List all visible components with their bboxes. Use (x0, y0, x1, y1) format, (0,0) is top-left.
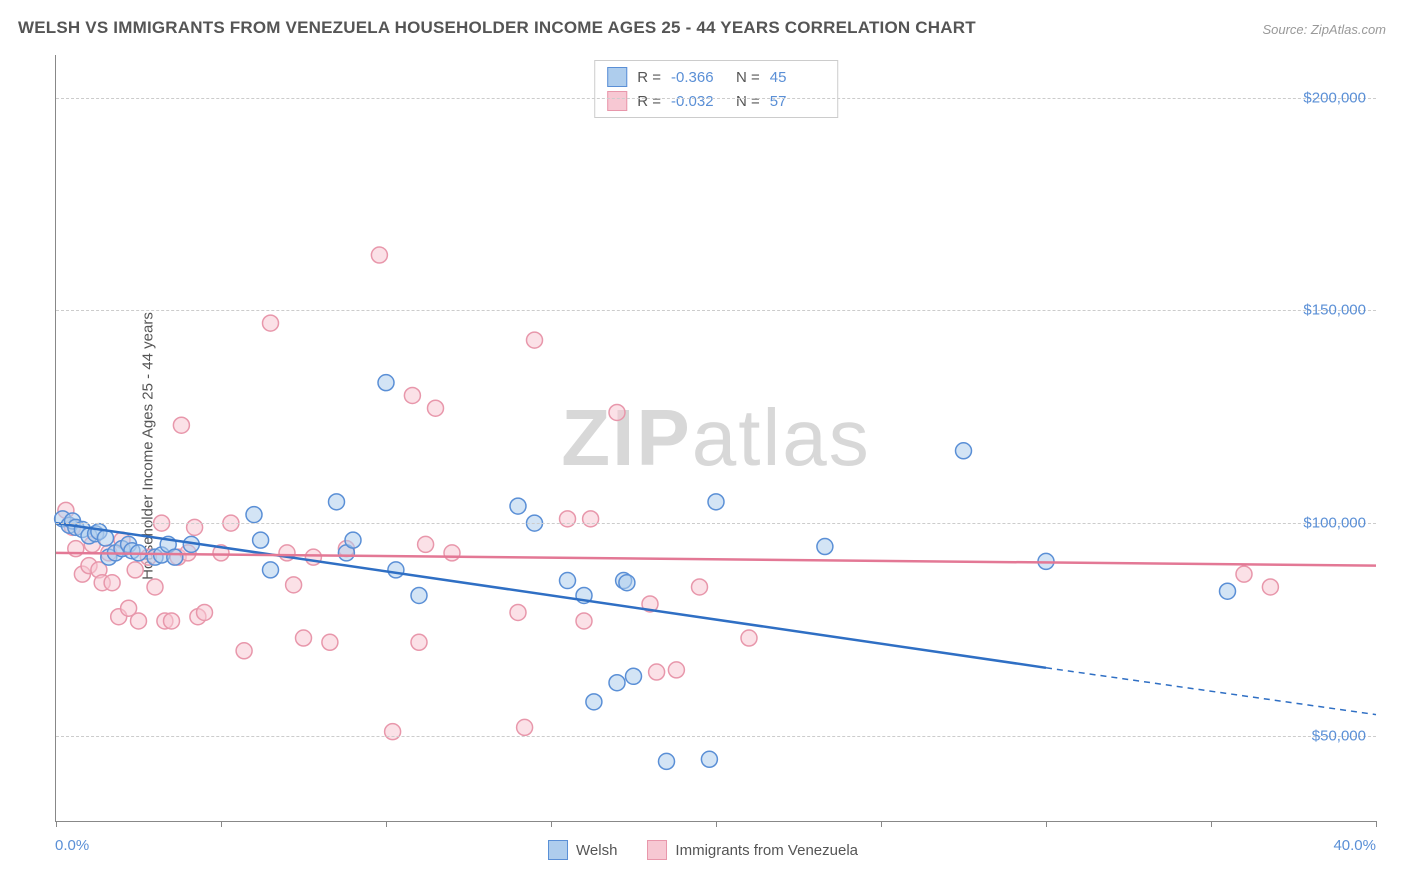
x-axis-max-label: 40.0% (1333, 837, 1376, 854)
legend-item-welsh: Welsh (548, 840, 617, 860)
y-tick-label: $50,000 (1312, 727, 1366, 744)
chart-title: WELSH VS IMMIGRANTS FROM VENEZUELA HOUSE… (18, 18, 976, 38)
source-label: Source: ZipAtlas.com (1262, 22, 1386, 37)
y-tick-label: $200,000 (1303, 89, 1366, 106)
swatch-welsh (607, 67, 627, 87)
legend-swatch-venezuela (647, 840, 667, 860)
y-tick-label: $100,000 (1303, 515, 1366, 532)
legend-swatch-welsh (548, 840, 568, 860)
y-tick-label: $150,000 (1303, 302, 1366, 319)
stats-row-venezuela: R = -0.032 N = 57 (607, 89, 825, 113)
chart-container: WELSH VS IMMIGRANTS FROM VENEZUELA HOUSE… (0, 0, 1406, 892)
swatch-venezuela (607, 91, 627, 111)
legend-label-venezuela: Immigrants from Venezuela (675, 842, 858, 859)
plot-svg (56, 55, 1376, 821)
legend-item-venezuela: Immigrants from Venezuela (647, 840, 858, 860)
plot-area: ZIPatlas R = -0.366 N = 45 R = -0.032 N … (55, 55, 1376, 822)
stats-box: R = -0.366 N = 45 R = -0.032 N = 57 (594, 60, 838, 118)
x-axis-min-label: 0.0% (55, 837, 89, 854)
legend-label-welsh: Welsh (576, 842, 617, 859)
bottom-legend: Welsh Immigrants from Venezuela (548, 840, 858, 860)
stats-row-welsh: R = -0.366 N = 45 (607, 65, 825, 89)
